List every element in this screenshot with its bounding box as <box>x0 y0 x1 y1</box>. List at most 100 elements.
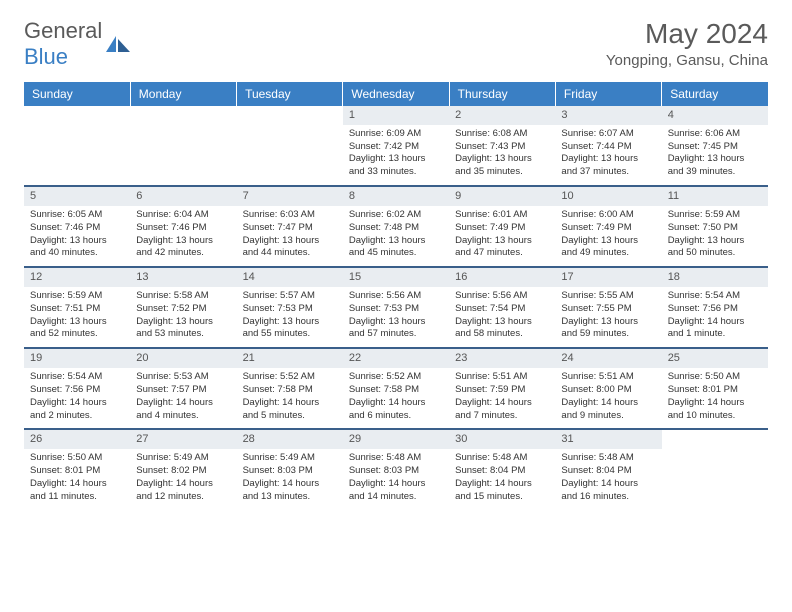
day-number: 3 <box>555 106 661 125</box>
calendar-day-cell: 30Sunrise: 5:48 AMSunset: 8:04 PMDayligh… <box>449 429 555 509</box>
calendar-day-cell: 12Sunrise: 5:59 AMSunset: 7:51 PMDayligh… <box>24 267 130 348</box>
logo-text: General Blue <box>24 18 102 70</box>
day-number: 2 <box>449 106 555 125</box>
calendar-day-cell: 18Sunrise: 5:54 AMSunset: 7:56 PMDayligh… <box>662 267 768 348</box>
day-details: Sunrise: 6:01 AMSunset: 7:49 PMDaylight:… <box>449 206 555 266</box>
day-details: Sunrise: 5:59 AMSunset: 7:50 PMDaylight:… <box>662 206 768 266</box>
day-details: Sunrise: 5:58 AMSunset: 7:52 PMDaylight:… <box>130 287 236 347</box>
day-number: 10 <box>555 187 661 206</box>
day-details: Sunrise: 5:48 AMSunset: 8:04 PMDaylight:… <box>449 449 555 509</box>
day-details: Sunrise: 5:48 AMSunset: 8:04 PMDaylight:… <box>555 449 661 509</box>
day-number: 25 <box>662 349 768 368</box>
day-details: Sunrise: 5:49 AMSunset: 8:02 PMDaylight:… <box>130 449 236 509</box>
day-details: Sunrise: 6:03 AMSunset: 7:47 PMDaylight:… <box>237 206 343 266</box>
weekday-header: Wednesday <box>343 82 449 106</box>
day-number: 5 <box>24 187 130 206</box>
weekday-header: Thursday <box>449 82 555 106</box>
calendar-day-cell: 16Sunrise: 5:56 AMSunset: 7:54 PMDayligh… <box>449 267 555 348</box>
logo-part1: General <box>24 18 102 43</box>
calendar-day-cell: 22Sunrise: 5:52 AMSunset: 7:58 PMDayligh… <box>343 348 449 429</box>
day-number: 22 <box>343 349 449 368</box>
calendar-week-row: 26Sunrise: 5:50 AMSunset: 8:01 PMDayligh… <box>24 429 768 509</box>
day-details: Sunrise: 6:00 AMSunset: 7:49 PMDaylight:… <box>555 206 661 266</box>
weekday-header: Sunday <box>24 82 130 106</box>
day-number: 26 <box>24 430 130 449</box>
weekday-header: Friday <box>555 82 661 106</box>
day-number: 19 <box>24 349 130 368</box>
weekday-header: Saturday <box>662 82 768 106</box>
calendar-day-cell: 28Sunrise: 5:49 AMSunset: 8:03 PMDayligh… <box>237 429 343 509</box>
calendar-day-cell: 23Sunrise: 5:51 AMSunset: 7:59 PMDayligh… <box>449 348 555 429</box>
calendar-day-cell: 8Sunrise: 6:02 AMSunset: 7:48 PMDaylight… <box>343 186 449 267</box>
calendar-day-cell: 13Sunrise: 5:58 AMSunset: 7:52 PMDayligh… <box>130 267 236 348</box>
day-details: Sunrise: 5:50 AMSunset: 8:01 PMDaylight:… <box>662 368 768 428</box>
calendar-day-cell <box>662 429 768 509</box>
day-details: Sunrise: 5:52 AMSunset: 7:58 PMDaylight:… <box>237 368 343 428</box>
calendar-day-cell: 2Sunrise: 6:08 AMSunset: 7:43 PMDaylight… <box>449 106 555 186</box>
calendar-day-cell: 3Sunrise: 6:07 AMSunset: 7:44 PMDaylight… <box>555 106 661 186</box>
calendar-day-cell: 11Sunrise: 5:59 AMSunset: 7:50 PMDayligh… <box>662 186 768 267</box>
calendar-day-cell: 9Sunrise: 6:01 AMSunset: 7:49 PMDaylight… <box>449 186 555 267</box>
day-number: 17 <box>555 268 661 287</box>
day-details: Sunrise: 6:06 AMSunset: 7:45 PMDaylight:… <box>662 125 768 185</box>
day-number: 29 <box>343 430 449 449</box>
calendar-day-cell: 25Sunrise: 5:50 AMSunset: 8:01 PMDayligh… <box>662 348 768 429</box>
calendar-day-cell: 26Sunrise: 5:50 AMSunset: 8:01 PMDayligh… <box>24 429 130 509</box>
day-number: 15 <box>343 268 449 287</box>
day-number: 21 <box>237 349 343 368</box>
day-number: 1 <box>343 106 449 125</box>
calendar-day-cell: 21Sunrise: 5:52 AMSunset: 7:58 PMDayligh… <box>237 348 343 429</box>
calendar-day-cell <box>130 106 236 186</box>
logo-part2: Blue <box>24 44 68 69</box>
day-number: 18 <box>662 268 768 287</box>
day-number: 16 <box>449 268 555 287</box>
day-details: Sunrise: 5:54 AMSunset: 7:56 PMDaylight:… <box>24 368 130 428</box>
logo: General Blue <box>24 18 132 70</box>
calendar-day-cell: 10Sunrise: 6:00 AMSunset: 7:49 PMDayligh… <box>555 186 661 267</box>
calendar-day-cell: 20Sunrise: 5:53 AMSunset: 7:57 PMDayligh… <box>130 348 236 429</box>
location: Yongping, Gansu, China <box>606 52 768 69</box>
day-details: Sunrise: 6:05 AMSunset: 7:46 PMDaylight:… <box>24 206 130 266</box>
calendar-day-cell: 24Sunrise: 5:51 AMSunset: 8:00 PMDayligh… <box>555 348 661 429</box>
day-details: Sunrise: 6:02 AMSunset: 7:48 PMDaylight:… <box>343 206 449 266</box>
calendar-day-cell: 31Sunrise: 5:48 AMSunset: 8:04 PMDayligh… <box>555 429 661 509</box>
calendar-table: SundayMondayTuesdayWednesdayThursdayFrid… <box>24 82 768 509</box>
day-number: 12 <box>24 268 130 287</box>
calendar-day-cell: 27Sunrise: 5:49 AMSunset: 8:02 PMDayligh… <box>130 429 236 509</box>
day-details: Sunrise: 5:49 AMSunset: 8:03 PMDaylight:… <box>237 449 343 509</box>
day-details: Sunrise: 5:48 AMSunset: 8:03 PMDaylight:… <box>343 449 449 509</box>
calendar-week-row: 5Sunrise: 6:05 AMSunset: 7:46 PMDaylight… <box>24 186 768 267</box>
title-block: May 2024 Yongping, Gansu, China <box>606 18 768 69</box>
day-number: 30 <box>449 430 555 449</box>
calendar-day-cell: 19Sunrise: 5:54 AMSunset: 7:56 PMDayligh… <box>24 348 130 429</box>
day-number: 24 <box>555 349 661 368</box>
calendar-day-cell: 7Sunrise: 6:03 AMSunset: 7:47 PMDaylight… <box>237 186 343 267</box>
day-number: 23 <box>449 349 555 368</box>
calendar-week-row: 12Sunrise: 5:59 AMSunset: 7:51 PMDayligh… <box>24 267 768 348</box>
calendar-day-cell: 4Sunrise: 6:06 AMSunset: 7:45 PMDaylight… <box>662 106 768 186</box>
weekday-header: Tuesday <box>237 82 343 106</box>
calendar-day-cell: 1Sunrise: 6:09 AMSunset: 7:42 PMDaylight… <box>343 106 449 186</box>
day-details: Sunrise: 5:53 AMSunset: 7:57 PMDaylight:… <box>130 368 236 428</box>
day-details: Sunrise: 5:52 AMSunset: 7:58 PMDaylight:… <box>343 368 449 428</box>
calendar-day-cell: 6Sunrise: 6:04 AMSunset: 7:46 PMDaylight… <box>130 186 236 267</box>
day-details: Sunrise: 6:09 AMSunset: 7:42 PMDaylight:… <box>343 125 449 185</box>
day-number: 27 <box>130 430 236 449</box>
day-details: Sunrise: 5:54 AMSunset: 7:56 PMDaylight:… <box>662 287 768 347</box>
calendar-header-row: SundayMondayTuesdayWednesdayThursdayFrid… <box>24 82 768 106</box>
day-number: 9 <box>449 187 555 206</box>
day-details: Sunrise: 6:04 AMSunset: 7:46 PMDaylight:… <box>130 206 236 266</box>
calendar-page: General Blue May 2024 Yongping, Gansu, C… <box>0 0 792 527</box>
calendar-week-row: 19Sunrise: 5:54 AMSunset: 7:56 PMDayligh… <box>24 348 768 429</box>
day-number: 7 <box>237 187 343 206</box>
day-number: 13 <box>130 268 236 287</box>
day-details: Sunrise: 6:08 AMSunset: 7:43 PMDaylight:… <box>449 125 555 185</box>
day-number: 20 <box>130 349 236 368</box>
day-details: Sunrise: 5:56 AMSunset: 7:53 PMDaylight:… <box>343 287 449 347</box>
header: General Blue May 2024 Yongping, Gansu, C… <box>24 18 768 70</box>
day-number: 31 <box>555 430 661 449</box>
calendar-day-cell <box>24 106 130 186</box>
day-number: 28 <box>237 430 343 449</box>
day-number: 11 <box>662 187 768 206</box>
day-details: Sunrise: 5:55 AMSunset: 7:55 PMDaylight:… <box>555 287 661 347</box>
